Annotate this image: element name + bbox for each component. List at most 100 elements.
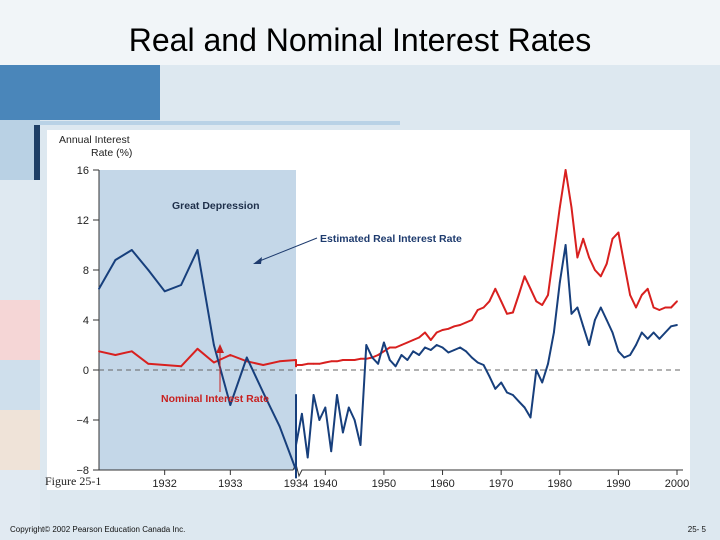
real-rate-point-6 bbox=[196, 249, 199, 251]
real-rate-point-24 bbox=[306, 456, 309, 459]
decorative-tab bbox=[34, 125, 40, 180]
nominal-rate-point-34 bbox=[394, 346, 397, 349]
real-rate-point-78 bbox=[623, 356, 626, 359]
real-rate-point-51 bbox=[465, 350, 467, 353]
nominal-rate-point-59 bbox=[541, 304, 544, 306]
x-tick-label-7: 1980 bbox=[548, 478, 572, 490]
nominal-rate-point-54 bbox=[512, 311, 514, 314]
real-rate-point-18 bbox=[295, 419, 297, 421]
real-rate-point-79 bbox=[629, 354, 631, 356]
slide-title: Real and Nominal Interest Rates bbox=[128, 22, 592, 58]
real-rate-point-62 bbox=[529, 416, 532, 419]
real-rate-point-8 bbox=[229, 404, 232, 406]
nominal-rate-point-32 bbox=[383, 350, 385, 353]
nominal-rate-point-24 bbox=[336, 360, 338, 363]
nominal-rate-point-76 bbox=[640, 294, 643, 296]
real-rate-point-61 bbox=[523, 406, 526, 409]
x-tick-label-9: 2000 bbox=[665, 478, 689, 490]
figure-label: Figure 25-1 bbox=[45, 474, 102, 488]
real-rate-point-40 bbox=[400, 354, 403, 356]
real-rate-point-22 bbox=[295, 444, 297, 446]
real-rate-point-26 bbox=[318, 419, 321, 421]
nominal-rate-point-47 bbox=[470, 319, 473, 321]
real-rate-point-2 bbox=[130, 249, 133, 251]
nominal-rate-point-56 bbox=[523, 275, 526, 278]
real-rate-point-65 bbox=[547, 362, 549, 365]
nominal-rate-point-41 bbox=[435, 331, 438, 334]
real-rate-pointer bbox=[256, 237, 318, 263]
great-depression-shade bbox=[99, 170, 296, 470]
nominal-rate-point-52 bbox=[500, 300, 503, 303]
nominal-rate-point-0 bbox=[98, 350, 100, 353]
real-rate-point-7 bbox=[213, 344, 215, 346]
real-rate-point-46 bbox=[435, 344, 438, 346]
nominal-rate-point-1 bbox=[114, 354, 117, 356]
nominal-rate-point-73 bbox=[623, 262, 626, 265]
real-rate-point-45 bbox=[429, 349, 432, 351]
nominal-rate-point-31 bbox=[377, 354, 379, 356]
y-tick-label-1: 12 bbox=[77, 215, 89, 227]
real-rate-point-54 bbox=[482, 364, 485, 366]
nominal-rate-point-62 bbox=[558, 206, 561, 209]
nominal-rate-point-10 bbox=[262, 364, 265, 366]
nominal-rate-point-40 bbox=[429, 339, 432, 341]
real-rate-point-70 bbox=[576, 306, 579, 309]
real-rate-point-66 bbox=[553, 331, 555, 334]
nominal-rate-pointer-head bbox=[216, 344, 224, 353]
real-rate-point-50 bbox=[459, 346, 461, 349]
nominal-rate-point-74 bbox=[629, 294, 631, 296]
nominal-rate-point-21 bbox=[318, 362, 321, 365]
real-rate-point-53 bbox=[476, 361, 479, 364]
nominal-rate-point-45 bbox=[459, 324, 461, 326]
nominal-rate-point-7 bbox=[213, 361, 215, 364]
real-rate-point-48 bbox=[447, 351, 450, 354]
nominal-rate-point-23 bbox=[330, 360, 333, 363]
nominal-rate-point-51 bbox=[494, 287, 497, 290]
nominal-rate-point-70 bbox=[605, 262, 608, 265]
real-rate-point-75 bbox=[605, 319, 608, 321]
real-rate-point-42 bbox=[412, 350, 415, 353]
nominal-rate-point-63 bbox=[564, 169, 567, 171]
real-rate-point-30 bbox=[342, 431, 344, 434]
nominal-rate-point-60 bbox=[547, 294, 549, 296]
nominal-rate-point-35 bbox=[400, 344, 403, 346]
x-tick-label-0: 1932 bbox=[152, 478, 176, 490]
nominal-rate-point-49 bbox=[482, 306, 485, 309]
nominal-rate-point-33 bbox=[388, 346, 391, 349]
nominal-rate-point-43 bbox=[447, 327, 450, 330]
y-tick-label-6: −8 bbox=[76, 465, 89, 477]
nominal-rate-point-39 bbox=[424, 331, 426, 334]
title-bar bbox=[0, 0, 720, 65]
nominal-rate-point-4 bbox=[163, 364, 166, 366]
real-rate-pointer-head bbox=[253, 257, 262, 264]
nominal-rate-point-81 bbox=[670, 306, 672, 309]
real-rate-point-72 bbox=[588, 344, 590, 346]
real-rate-point-13 bbox=[295, 412, 297, 415]
real-rate-point-43 bbox=[418, 354, 420, 356]
real-rate-point-49 bbox=[453, 349, 456, 351]
real-rate-point-11 bbox=[278, 425, 281, 428]
nominal-rate-point-68 bbox=[594, 269, 596, 271]
real-rate-point-83 bbox=[652, 331, 655, 334]
x-tick-label-8: 1990 bbox=[606, 478, 630, 490]
nominal-rate-point-55 bbox=[517, 294, 520, 296]
real-rate-point-35 bbox=[371, 356, 374, 359]
real-rate-point-71 bbox=[582, 325, 585, 328]
real-rate-point-73 bbox=[594, 319, 596, 321]
x-tick-label-3: 1940 bbox=[313, 478, 337, 490]
real-rate-point-59 bbox=[512, 394, 514, 396]
real-rate-point-34 bbox=[365, 344, 368, 346]
y-tick-label-4: 0 bbox=[83, 365, 89, 377]
x-tick-label-5: 1960 bbox=[430, 478, 454, 490]
real-rate-point-63 bbox=[535, 369, 538, 371]
nominal-rate-point-66 bbox=[582, 237, 585, 240]
real-rate-point-3 bbox=[147, 269, 150, 271]
nominal-rate-point-17 bbox=[295, 364, 297, 366]
nominal-rate-point-25 bbox=[342, 359, 344, 361]
nominal-rate-point-72 bbox=[617, 231, 620, 234]
real-rate-point-0 bbox=[98, 287, 100, 290]
real-rate-point-77 bbox=[617, 350, 620, 353]
real-rate-annotation: Estimated Real Interest Rate bbox=[320, 233, 462, 245]
real-rate-point-12 bbox=[295, 469, 297, 471]
real-rate-point-58 bbox=[506, 391, 508, 394]
